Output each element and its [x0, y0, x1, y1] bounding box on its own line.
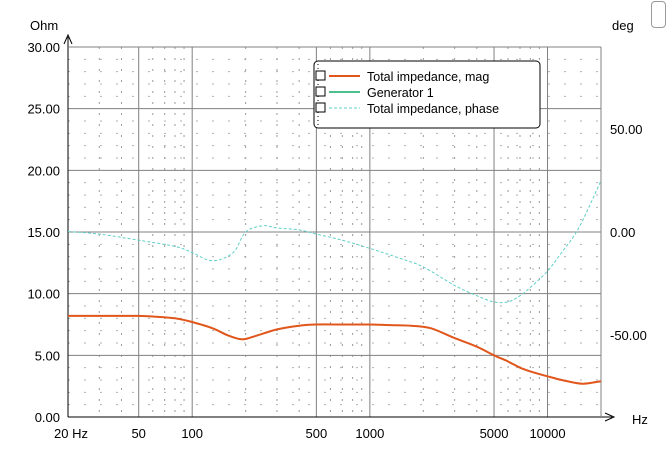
x-tick-label: 500: [306, 426, 328, 441]
x-tick-label: 100: [181, 426, 203, 441]
y-tick-label: 20.00: [27, 163, 60, 178]
legend-checkbox: [315, 102, 326, 113]
legend-label: Total impedance, mag: [367, 70, 489, 84]
x-tick-label: 10000: [529, 426, 565, 441]
y-tick-label: 15.00: [27, 225, 60, 240]
x-tick-label: 5000: [480, 426, 509, 441]
corner-toggle-button[interactable]: [651, 1, 666, 28]
x-tick-label: 1000: [355, 426, 384, 441]
legend-label: Total impedance, phase: [367, 102, 499, 116]
y-axis-arrow: [63, 33, 73, 45]
tick-labels: 0.00 5.00 10.00 15.00 20.00 25.00 30.00 50.00 0.…: [27, 40, 646, 441]
legend-box: [313, 60, 541, 129]
legend-checkbox: [315, 70, 326, 81]
y2-tick-label: 0.00: [610, 225, 635, 240]
legend-checkbox: [315, 86, 326, 97]
x-unit-label: Hz: [632, 412, 648, 427]
x-axis-arrow: [604, 412, 616, 422]
y-tick-label: 25.00: [27, 102, 60, 117]
legend: Total impedance, mag Generator 1 Total imp…: [313, 60, 541, 129]
y2-tick-label: 50.00: [610, 122, 643, 137]
y2-tick-label: -50.00: [610, 328, 647, 343]
y-tick-label: 10.00: [27, 287, 60, 302]
x-tick-label: 20 Hz: [54, 426, 88, 441]
series-layer: [67, 180, 602, 385]
y-tick-label: 30.00: [27, 40, 60, 55]
y-tick-label: 5.00: [35, 348, 60, 363]
series-line-0: [67, 314, 602, 385]
y-tick-label: 0.00: [35, 410, 60, 425]
x-tick-label: 50: [131, 426, 145, 441]
y-axis-label: Ohm: [30, 18, 58, 33]
axes-layer: [63, 33, 616, 422]
y2-axis-label: deg: [612, 18, 634, 33]
legend-label: Generator 1: [367, 86, 434, 100]
